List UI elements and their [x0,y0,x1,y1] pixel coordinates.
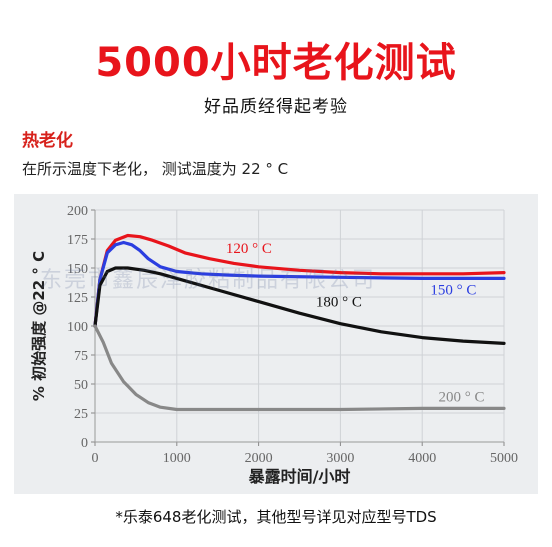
section-heading: 热老化 [22,131,73,151]
x-tick-label: 2000 [245,451,273,466]
y-tick-label: 100 [67,320,88,335]
series-annotation: 150 ° C [430,283,476,299]
footnote: *乐泰648老化测试，其他型号详见对应型号TDS [115,508,437,526]
series-line [93,233,506,328]
y-tick-label: 200 [67,204,88,219]
section-description: 在所示温度下老化， 测试温度为 22 ° C [22,160,289,178]
series-line [93,240,506,328]
y-tick-label: 0 [81,436,88,451]
y-tick-label: 75 [74,349,88,364]
page-subtitle: 好品质经得起考验 [204,97,348,117]
watermark-text: 东莞市鑫辰泽胶粘制品有限公司 [40,268,377,293]
y-tick-label: 125 [67,291,88,306]
series-annotation: 180 ° C [316,294,362,310]
y-tick-label: 175 [67,233,88,248]
x-axis-label: 暴露时间/小时 [248,467,351,486]
y-axis-label: % 初始强度 @22 ° C [30,251,48,401]
page-title: 5000小时老化测试 [95,40,457,86]
x-tick-label: 5000 [490,451,518,466]
y-tick-label: 50 [74,378,88,393]
y-tick-label: 150 [67,262,88,277]
series-annotation: 200 ° C [439,389,485,405]
x-tick-label: 0 [92,451,99,466]
x-tick-label: 3000 [326,451,354,466]
series-line [93,324,506,412]
x-tick-label: 4000 [408,451,436,466]
series-annotation: 120 ° C [226,241,272,257]
x-tick-label: 1000 [163,451,191,466]
series-line [93,266,506,345]
y-tick-label: 25 [74,407,88,422]
chart-panel: 0 25 50 75 100 125 150 175 200 0 1000 2000 3000 4000 5… [14,194,538,494]
